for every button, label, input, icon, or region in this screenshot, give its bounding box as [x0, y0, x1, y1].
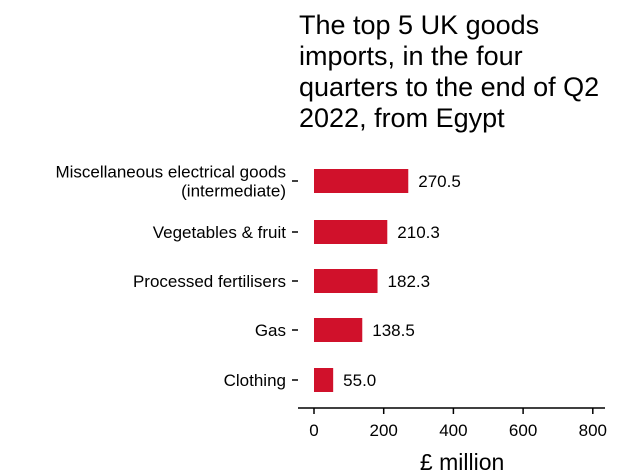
value-labels-group: 270.5 210.3 182.3 138.5 55.0: [343, 172, 461, 390]
x-tick-label: 600: [509, 421, 537, 440]
x-tick-label: 400: [439, 421, 467, 440]
value-label: 55.0: [343, 371, 376, 390]
x-tick-label: 0: [309, 421, 318, 440]
x-tick-label: 200: [370, 421, 398, 440]
bar: [314, 269, 378, 293]
value-label: 270.5: [418, 172, 461, 191]
x-tick-label: 800: [579, 421, 607, 440]
bars-group: [314, 169, 409, 392]
chart-title: The top 5 UK goods imports, in the four …: [299, 10, 600, 133]
category-labels-group: Miscellaneous electrical goods(intermedi…: [55, 163, 298, 390]
bar: [314, 220, 388, 244]
bar: [314, 169, 409, 193]
category-label: Miscellaneous electrical goods: [55, 163, 286, 182]
bar: [314, 318, 363, 342]
category-label: (intermediate): [181, 182, 286, 201]
x-axis-title: £ million: [420, 449, 504, 475]
value-label: 182.3: [388, 272, 431, 291]
category-label: Vegetables & fruit: [153, 223, 287, 242]
x-axis: 0 200 400 600 800: [298, 407, 607, 440]
category-label: Clothing: [224, 371, 286, 390]
category-label: Gas: [255, 321, 286, 340]
value-label: 210.3: [397, 223, 440, 242]
category-label: Processed fertilisers: [133, 272, 286, 291]
bar: [314, 368, 334, 392]
value-label: 138.5: [372, 321, 415, 340]
